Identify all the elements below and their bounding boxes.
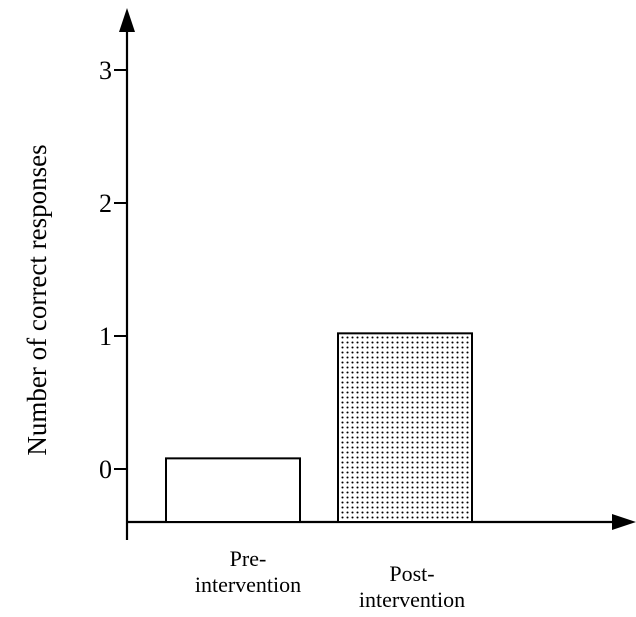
bar-pre-intervention bbox=[165, 457, 301, 523]
y-tick-label: 1 bbox=[99, 322, 112, 351]
x-category-label: intervention bbox=[359, 587, 465, 612]
y-tick-label: 2 bbox=[99, 189, 112, 218]
bar-post-intervention bbox=[337, 332, 473, 523]
y-axis-title: Number of correct responses bbox=[22, 144, 52, 455]
x-category-label: Pre- bbox=[230, 546, 267, 571]
y-tick-label: 3 bbox=[99, 56, 112, 85]
x-category-label: intervention bbox=[195, 572, 301, 597]
x-axis-arrow bbox=[612, 514, 636, 530]
x-category-label: Post- bbox=[389, 561, 434, 586]
y-axis-arrow bbox=[119, 8, 135, 32]
y-tick-label: 0 bbox=[99, 455, 112, 484]
